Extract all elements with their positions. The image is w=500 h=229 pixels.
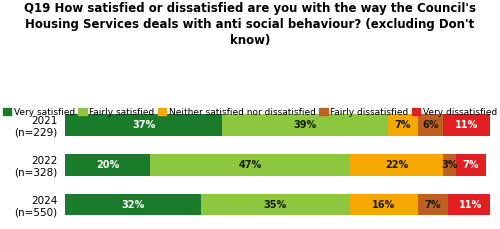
Bar: [418, 194, 448, 215]
Text: 3%: 3%: [442, 160, 458, 170]
Text: 16%: 16%: [372, 199, 396, 210]
Text: 32%: 32%: [122, 199, 144, 210]
Bar: [456, 154, 486, 176]
Bar: [65, 114, 222, 136]
Text: 7%: 7%: [394, 120, 411, 130]
Text: 6%: 6%: [422, 120, 439, 130]
Bar: [350, 154, 444, 176]
Bar: [150, 154, 350, 176]
Bar: [444, 114, 490, 136]
Text: 37%: 37%: [132, 120, 155, 130]
Text: 22%: 22%: [385, 160, 408, 170]
Text: 11%: 11%: [459, 199, 482, 210]
Bar: [444, 154, 456, 176]
Bar: [65, 154, 150, 176]
Text: Q19 How satisfied or dissatisfied are you with the way the Council's
Housing Ser: Q19 How satisfied or dissatisfied are yo…: [24, 2, 476, 47]
Bar: [65, 194, 201, 215]
Bar: [201, 194, 350, 215]
Bar: [222, 114, 388, 136]
Bar: [418, 114, 444, 136]
Text: 20%: 20%: [96, 160, 119, 170]
Text: 7%: 7%: [462, 160, 479, 170]
Text: 39%: 39%: [294, 120, 317, 130]
Text: 47%: 47%: [238, 160, 262, 170]
Text: 11%: 11%: [455, 120, 478, 130]
Bar: [350, 194, 418, 215]
Text: 7%: 7%: [424, 199, 441, 210]
Legend: Very satisfied, Fairly satisfied, Neither satisfied nor dissatisfied, Fairly dis: Very satisfied, Fairly satisfied, Neithe…: [0, 104, 500, 120]
Bar: [448, 194, 494, 215]
Bar: [388, 114, 418, 136]
Text: 35%: 35%: [264, 199, 287, 210]
